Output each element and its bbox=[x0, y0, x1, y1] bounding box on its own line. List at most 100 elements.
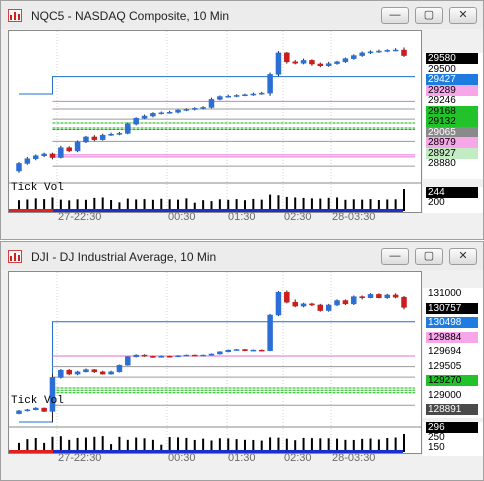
volume-bar bbox=[210, 201, 213, 211]
volume-bar bbox=[260, 199, 263, 211]
window-title-bar[interactable]: DJI - DJ Industrial Average, 10 Min — ▢ … bbox=[1, 242, 483, 270]
candle-body bbox=[217, 351, 223, 355]
volume-bar bbox=[294, 197, 297, 211]
session-bar-red bbox=[9, 450, 53, 453]
time-axis-label: 27-22:30 bbox=[58, 452, 102, 464]
candle-body bbox=[83, 369, 89, 373]
volume-bar bbox=[126, 198, 129, 211]
volume-bar bbox=[168, 199, 171, 211]
volume-bar bbox=[252, 198, 255, 211]
volume-bar bbox=[110, 200, 113, 211]
candle-body bbox=[208, 353, 215, 356]
candlestick-chart bbox=[9, 272, 421, 453]
candle-body bbox=[376, 50, 382, 53]
volume-bar bbox=[143, 438, 146, 452]
candle-body bbox=[24, 409, 31, 412]
candle-body bbox=[24, 158, 31, 164]
volume-bar bbox=[369, 199, 372, 211]
candle-body bbox=[392, 49, 399, 52]
candle-body bbox=[284, 52, 290, 63]
candle-body bbox=[384, 50, 391, 52]
candle-body bbox=[158, 355, 165, 358]
volume-bar bbox=[43, 442, 46, 452]
close-button[interactable]: ✕ bbox=[449, 7, 477, 24]
volume-bar bbox=[135, 437, 138, 452]
volume-bar bbox=[235, 199, 238, 211]
candle-body bbox=[116, 133, 123, 135]
volume-bar bbox=[285, 438, 288, 452]
volume-bar bbox=[68, 439, 71, 452]
candle-body bbox=[91, 136, 98, 140]
volume-axis-label: 250 bbox=[428, 432, 445, 443]
price-axis: 29580 29500 29427 29289 29246 29168 29132 29065… bbox=[423, 53, 483, 179]
volume-bar bbox=[269, 437, 272, 452]
volume-bar bbox=[93, 436, 96, 452]
volume-bar bbox=[277, 437, 280, 452]
time-axis-label: 02:30 bbox=[284, 452, 312, 464]
volume-bar bbox=[51, 436, 54, 452]
candle-body bbox=[258, 92, 265, 95]
candle-body bbox=[325, 304, 332, 311]
candle-body bbox=[401, 296, 407, 308]
candle-body bbox=[99, 134, 106, 140]
volume-bar bbox=[76, 199, 79, 211]
session-bar-blue bbox=[53, 450, 403, 453]
candle-body bbox=[376, 294, 382, 298]
volume-bar bbox=[336, 438, 339, 452]
candle-body bbox=[284, 291, 290, 303]
candle-body bbox=[108, 371, 114, 375]
candle-body bbox=[183, 109, 190, 111]
candle-body bbox=[166, 355, 173, 358]
minimize-button[interactable]: — bbox=[381, 7, 409, 24]
candle-body bbox=[41, 153, 47, 156]
candle-body bbox=[183, 354, 190, 357]
close-button[interactable]: ✕ bbox=[449, 248, 477, 265]
candle-body bbox=[32, 407, 39, 410]
minimize-button[interactable]: — bbox=[381, 248, 409, 265]
candle-body bbox=[384, 294, 391, 298]
candle-body bbox=[32, 155, 39, 160]
restore-button[interactable]: ▢ bbox=[415, 248, 443, 265]
volume-bar bbox=[68, 200, 71, 211]
candle-body bbox=[66, 369, 72, 375]
price-chart[interactable] bbox=[8, 30, 422, 213]
candle-body bbox=[41, 407, 47, 412]
volume-axis-label: 244 bbox=[426, 187, 478, 198]
candle-body bbox=[66, 147, 72, 152]
candle-body bbox=[317, 304, 324, 311]
price-chart[interactable] bbox=[8, 271, 422, 454]
candle-body bbox=[334, 300, 340, 306]
volume-bar bbox=[394, 199, 397, 211]
chart-window-dji: DJI - DJ Industrial Average, 10 Min — ▢ … bbox=[0, 241, 484, 481]
volume-bar bbox=[369, 438, 372, 452]
volume-bar bbox=[386, 199, 389, 211]
volume-bar bbox=[193, 439, 196, 452]
session-bar-red bbox=[9, 209, 53, 212]
candle-body bbox=[91, 369, 98, 373]
candle-body bbox=[192, 354, 198, 357]
candle-body bbox=[292, 61, 298, 64]
volume-bar bbox=[302, 437, 305, 452]
window-title-bar[interactable]: NQC5 - NASDAQ Composite, 10 Min — ▢ ✕ bbox=[1, 1, 483, 29]
price-label: 129000 bbox=[428, 389, 462, 401]
volume-bar bbox=[310, 438, 313, 452]
candle-body bbox=[225, 349, 231, 353]
volume-axis-label: 296 bbox=[426, 422, 478, 433]
volume-bar bbox=[185, 198, 188, 211]
candle-body bbox=[317, 63, 324, 67]
candle-body bbox=[342, 58, 349, 63]
volume-bar bbox=[202, 438, 205, 452]
volume-bar bbox=[135, 199, 138, 211]
volume-bar bbox=[151, 439, 154, 452]
volume-bar bbox=[210, 440, 213, 452]
volume-bar bbox=[327, 438, 330, 452]
volume-bar bbox=[269, 194, 272, 211]
volume-bar bbox=[294, 440, 297, 452]
volume-bar bbox=[160, 198, 163, 211]
candle-body bbox=[334, 61, 340, 64]
candle-body bbox=[300, 60, 307, 64]
candle-body bbox=[250, 349, 257, 352]
candle-body bbox=[16, 163, 22, 172]
volume-axis: 296 250 150 bbox=[423, 422, 483, 456]
restore-button[interactable]: ▢ bbox=[415, 7, 443, 24]
